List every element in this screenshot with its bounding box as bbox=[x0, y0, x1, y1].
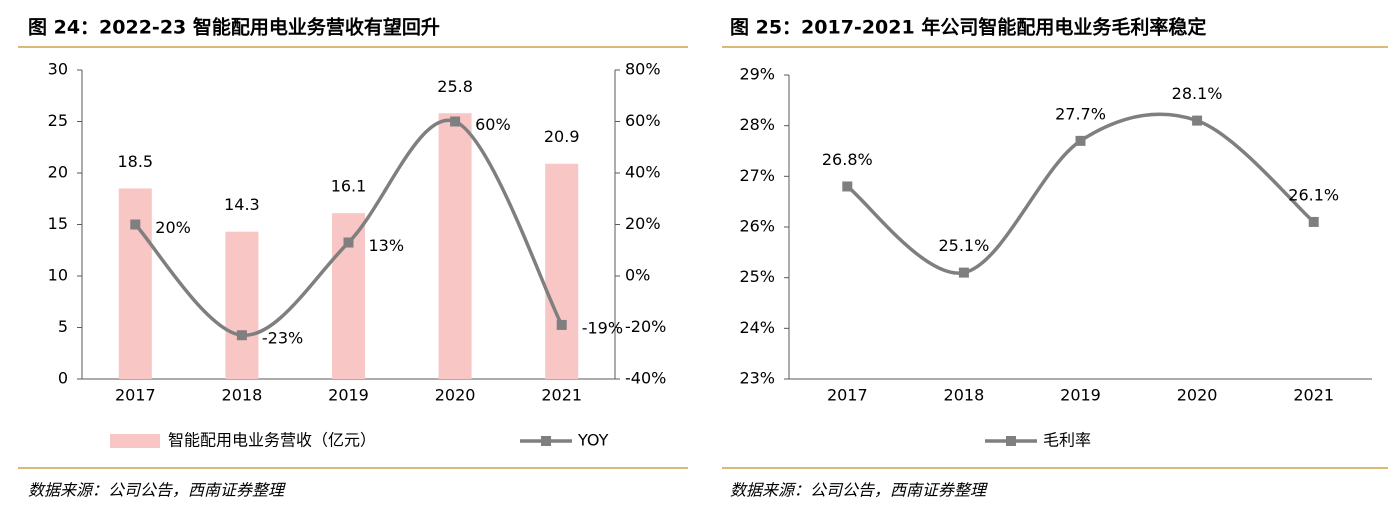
y-tick-label: 15 bbox=[48, 214, 68, 233]
value-label: -23% bbox=[262, 329, 303, 348]
value-label: 26.8% bbox=[822, 150, 873, 169]
marker bbox=[1075, 135, 1086, 146]
y2-tick-label: 60% bbox=[625, 111, 661, 130]
legend-marker bbox=[1006, 436, 1016, 446]
legend-label: 智能配用电业务营收（亿元） bbox=[168, 431, 376, 450]
marker bbox=[556, 319, 567, 330]
marker bbox=[343, 237, 354, 248]
y2-tick-label: 40% bbox=[625, 163, 661, 182]
x-tick-label: 2020 bbox=[1177, 386, 1218, 405]
y2-tick-label: 20% bbox=[625, 214, 661, 233]
legend-swatch bbox=[110, 434, 160, 448]
value-label: 20.9 bbox=[544, 127, 580, 146]
y-tick-label: 10 bbox=[48, 266, 68, 285]
marker bbox=[1192, 115, 1203, 126]
marker bbox=[958, 267, 969, 278]
bar bbox=[545, 163, 579, 379]
y-tick-label: 23% bbox=[739, 369, 775, 388]
source: 数据来源：公司公告，西南证券整理 bbox=[730, 481, 988, 500]
value-label: 16.1 bbox=[331, 177, 367, 196]
value-label: 25.8 bbox=[437, 77, 473, 96]
y-tick-label: 28% bbox=[739, 115, 775, 134]
x-tick-label: 2019 bbox=[1060, 386, 1101, 405]
marker bbox=[842, 181, 853, 192]
legend-label: YOY bbox=[577, 431, 609, 450]
y-tick-label: 20 bbox=[48, 163, 68, 182]
y2-tick-label: -40% bbox=[625, 369, 666, 388]
source: 数据来源：公司公告，西南证券整理 bbox=[28, 481, 286, 500]
line bbox=[134, 118, 564, 337]
x-tick-label: 2018 bbox=[222, 386, 263, 405]
x-tick-label: 2017 bbox=[115, 386, 156, 405]
marker bbox=[236, 330, 247, 341]
chart-title: 图 25：2017-2021 年公司智能配用电业务毛利率稳定 bbox=[730, 16, 1206, 39]
legend-marker bbox=[541, 436, 551, 446]
legend-label: 毛利率 bbox=[1043, 431, 1091, 450]
y-tick-label: 0 bbox=[58, 369, 68, 388]
value-label: 13% bbox=[369, 236, 405, 255]
value-label: 25.1% bbox=[938, 236, 989, 255]
y-tick-label: 25 bbox=[48, 111, 68, 130]
value-label: 28.1% bbox=[1172, 84, 1223, 103]
y-tick-label: 5 bbox=[58, 317, 68, 336]
bar bbox=[225, 231, 259, 379]
y-tick-label: 24% bbox=[739, 318, 775, 337]
marker bbox=[130, 219, 141, 230]
value-label: 27.7% bbox=[1055, 104, 1106, 123]
y2-tick-label: 80% bbox=[625, 60, 661, 79]
value-label: 14.3 bbox=[224, 195, 260, 214]
x-tick-label: 2017 bbox=[827, 386, 868, 405]
x-tick-label: 2018 bbox=[944, 386, 985, 405]
x-tick-label: 2021 bbox=[541, 386, 582, 405]
y-tick-label: 27% bbox=[739, 166, 775, 185]
bar bbox=[438, 113, 472, 379]
value-label: -19% bbox=[582, 318, 623, 337]
value-label: 20% bbox=[155, 218, 191, 237]
value-label: 18.5 bbox=[117, 152, 153, 171]
bar bbox=[118, 188, 152, 379]
marker bbox=[1308, 216, 1319, 227]
x-tick-label: 2021 bbox=[1293, 386, 1334, 405]
y2-tick-label: 0% bbox=[625, 266, 650, 285]
value-label: 26.1% bbox=[1288, 185, 1339, 204]
y-tick-label: 26% bbox=[739, 217, 775, 236]
y2-tick-label: -20% bbox=[625, 317, 666, 336]
marker bbox=[450, 116, 461, 127]
x-tick-label: 2019 bbox=[328, 386, 369, 405]
y-tick-label: 25% bbox=[739, 267, 775, 286]
y-tick-label: 29% bbox=[739, 65, 775, 84]
chart-title: 图 24：2022-23 智能配用电业务营收有望回升 bbox=[28, 16, 440, 39]
y-tick-label: 30 bbox=[48, 60, 68, 79]
x-tick-label: 2020 bbox=[435, 386, 476, 405]
value-label: 60% bbox=[475, 115, 511, 134]
